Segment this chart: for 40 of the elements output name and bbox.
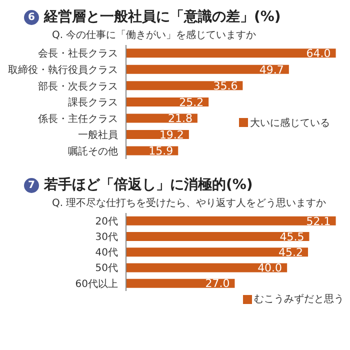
y-tick-label: 課長クラス [68,96,118,109]
bar [126,48,336,58]
y-tick-label: 部長・次長クラス [38,80,118,92]
number-badge: 7 [24,178,39,192]
data-label: 15.9 [148,144,174,158]
y-tick-label: 30代 [95,232,118,243]
data-label: 35.6 [213,80,238,93]
number-badge: 6 [24,10,39,24]
chart-title: 若手ほど「倍返し」に消極的(%) [44,176,253,194]
bar [126,81,243,90]
data-label: 19.2 [159,128,184,142]
y-tick-label: 一般社員 [78,129,118,142]
y-tick-label: 60代以上 [75,278,118,290]
bar [126,232,310,242]
y-tick-label: 取締役・執行役員クラス [8,64,118,76]
y-tick-label: 係長・主任クラス [38,112,118,125]
bar [126,263,288,272]
y-tick-label: 嘱託その他 [68,145,118,158]
y-tick-label: 40代 [95,248,118,259]
chart-subtitle: Q. 今の仕事に「働きがい」を感じていますか [52,28,258,42]
bar [126,216,336,226]
data-label: 27.0 [205,277,230,290]
y-tick-label: 会長・社長クラス [38,48,118,60]
bar [126,248,308,257]
data-label: 52.1 [306,214,331,228]
bar [126,64,289,74]
y-tick-label: 20代 [95,216,118,228]
data-label: 45.2 [278,246,304,260]
data-label: 45.5 [280,230,304,244]
legend-label: むこうみずだと思う [253,292,344,306]
legend-label: 大いに感じている [249,116,330,130]
data-label: 64.0 [306,46,331,60]
bar [126,278,235,288]
data-label: 49.7 [259,63,284,76]
y-tick-label: 50代 [95,263,118,274]
data-label: 25.2 [179,96,204,109]
data-label: 21.8 [168,112,192,126]
data-label: 40.0 [258,262,282,275]
chart-title: 経営層と一般社員に「意識の差」(%) [44,8,281,26]
chart-subtitle: Q. 理不尽な仕打ちを受けたら、やり返す人をどう思いますか [52,196,328,210]
